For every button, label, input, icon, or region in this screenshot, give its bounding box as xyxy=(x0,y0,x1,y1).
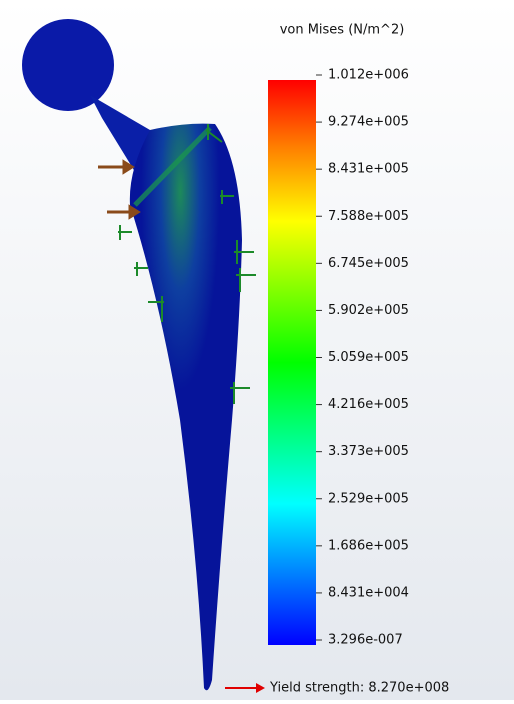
yield-label: Yield strength: 8.270e+008 xyxy=(269,681,449,696)
legend-label: 6.745e+005 xyxy=(328,256,409,271)
legend-label: 4.216e+005 xyxy=(328,397,409,412)
page: von Mises (N/m^2) 1.012e+006 9.274e+005 8.… xyxy=(0,0,514,700)
legend-label: 3.373e+005 xyxy=(328,444,409,459)
legend-label: 8.431e+004 xyxy=(328,585,409,600)
legend-label: 5.902e+005 xyxy=(328,303,409,318)
legend-label: 8.431e+005 xyxy=(328,162,409,177)
legend-title: von Mises (N/m^2) xyxy=(280,23,405,38)
legend-label: 1.012e+006 xyxy=(328,68,409,83)
femoral-head xyxy=(22,19,114,111)
legend-label: 9.274e+005 xyxy=(328,115,409,130)
legend-label: 2.529e+005 xyxy=(328,491,409,506)
legend-label: 7.588e+005 xyxy=(328,209,409,224)
legend-label: 5.059e+005 xyxy=(328,350,409,365)
screenshot: von Mises (N/m^2) 1.012e+006 9.274e+005 8.… xyxy=(0,0,514,700)
legend-label: 1.686e+005 xyxy=(328,538,409,553)
color-scale xyxy=(268,80,316,645)
legend-label: 3.296e-007 xyxy=(328,633,403,648)
